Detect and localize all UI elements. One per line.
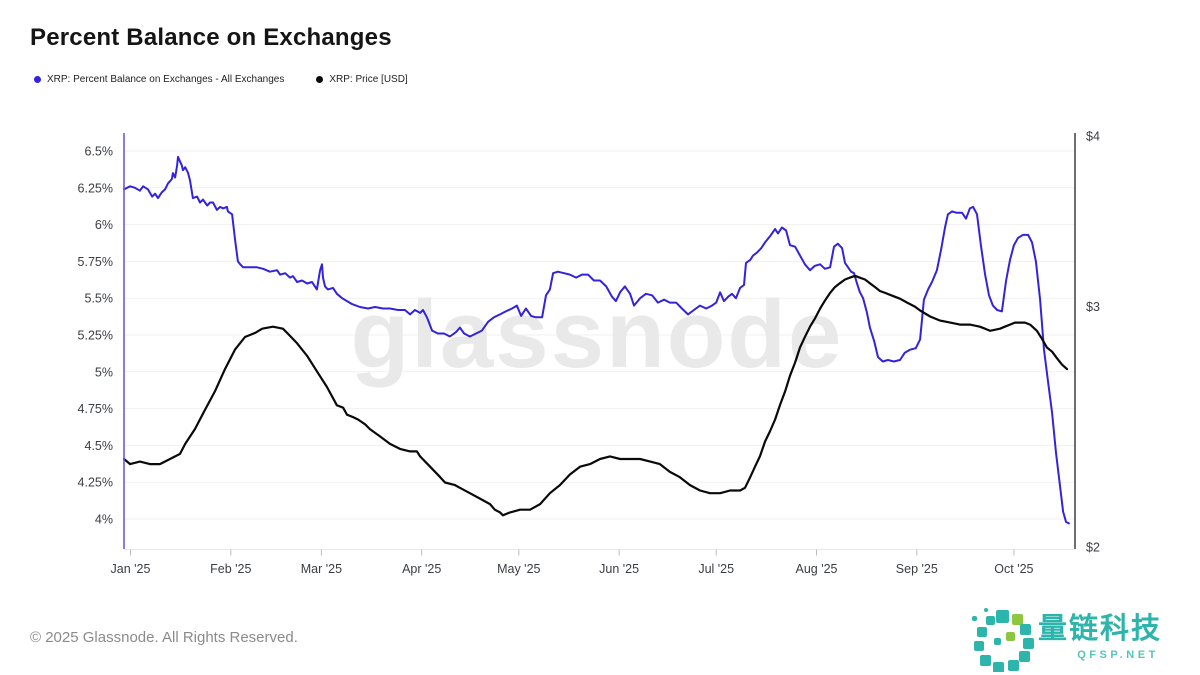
logo-pixel-square <box>994 638 1001 645</box>
x-axis-label: Apr '25 <box>402 562 441 576</box>
logo-pixel-square <box>1020 624 1031 635</box>
percent-balance-line <box>123 155 1070 525</box>
brand-name: 量链科技 <box>1038 613 1163 645</box>
logo-pixel-square <box>984 608 988 612</box>
right-axis-label: $3 <box>1086 300 1100 314</box>
left-axis-label: 4% <box>95 513 113 527</box>
left-axis-label: 5.75% <box>78 255 113 269</box>
legend-item-label: XRP: Percent Balance on Exchanges - All … <box>47 74 285 85</box>
x-axis-label: Sep '25 <box>896 562 938 576</box>
x-axis-label: Mar '25 <box>301 562 342 576</box>
brand-text-block: 量链科技 QFSP.NET <box>1038 612 1198 661</box>
left-axis-label: 4.25% <box>78 476 113 490</box>
logo-pixel-square <box>1012 614 1023 625</box>
legend-item-label: XRP: Price [USD] <box>329 74 408 85</box>
legend: XRP: Percent Balance on Exchanges - All … <box>34 74 408 85</box>
logo-pixel-square <box>980 655 991 666</box>
x-axis-label: Oct '25 <box>994 562 1033 576</box>
right-axis-label: $4 <box>1086 130 1100 144</box>
logo-pixel-square <box>1008 660 1019 671</box>
legend-item-price: XRP: Price [USD] <box>316 74 408 85</box>
logo-pixel-square <box>972 616 977 621</box>
logo-pixel-square <box>986 616 995 625</box>
left-axis-label: 5% <box>95 365 113 379</box>
x-axis-label: Jul '25 <box>698 562 734 576</box>
brand-watermark: 量链科技 QFSP.NET <box>972 606 1200 672</box>
logo-pixel-square <box>1023 638 1034 649</box>
price-line <box>122 274 1069 517</box>
legend-dot-icon <box>34 76 41 83</box>
logo-pixel-square <box>1019 651 1030 662</box>
left-axis-label: 4.5% <box>85 439 114 453</box>
logo-pixel-square <box>977 627 987 637</box>
logo-pixel-square <box>1006 632 1015 641</box>
x-axis-label: Jan '25 <box>111 562 151 576</box>
legend-item-percent-balance: XRP: Percent Balance on Exchanges - All … <box>34 74 284 85</box>
glassnode-watermark: glassnode <box>351 281 844 388</box>
left-axis-label: 6% <box>95 218 113 232</box>
x-axis-label: Jun '25 <box>599 562 639 576</box>
brand-logo-icon <box>972 608 1034 672</box>
legend-dot-icon <box>316 76 324 83</box>
right-axis-label: $2 <box>1086 541 1100 555</box>
left-axis-label: 5.5% <box>85 292 114 306</box>
left-axis-label: 4.75% <box>78 402 113 416</box>
copyright-text: © 2025 Glassnode. All Rights Reserved. <box>30 629 298 646</box>
x-axis-label: Feb '25 <box>210 562 251 576</box>
left-axis-label: 6.5% <box>85 145 114 159</box>
logo-pixel-square <box>996 610 1009 623</box>
x-axis-label: May '25 <box>497 562 540 576</box>
brand-site: QFSP.NET <box>1077 649 1159 661</box>
page-title: Percent Balance on Exchanges <box>30 24 392 51</box>
left-axis-label: 5.25% <box>78 329 113 343</box>
logo-pixel-square <box>974 641 984 651</box>
x-axis-label: Aug '25 <box>795 562 837 576</box>
logo-pixel-square <box>993 662 1004 672</box>
left-axis-label: 6.25% <box>78 181 113 195</box>
